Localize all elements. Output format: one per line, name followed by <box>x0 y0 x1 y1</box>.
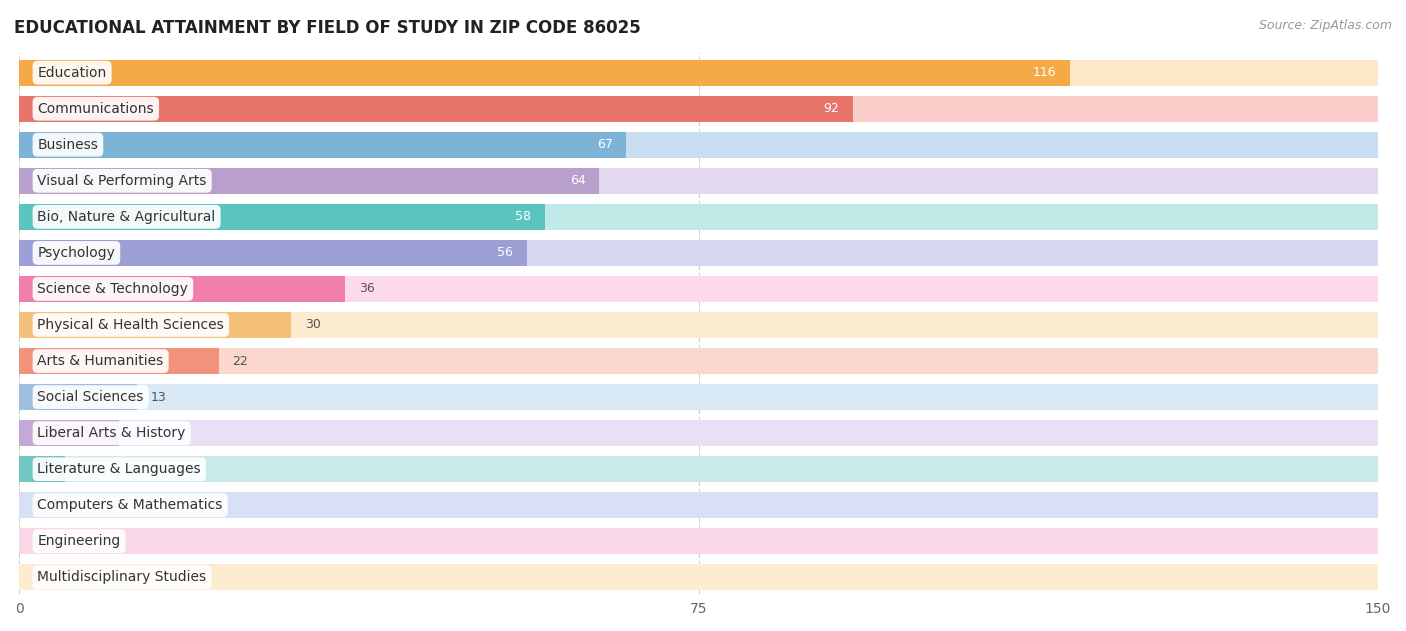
Text: 30: 30 <box>305 319 321 331</box>
Bar <box>20 348 1378 374</box>
Bar <box>20 456 65 482</box>
Text: Business: Business <box>38 138 98 152</box>
Text: 13: 13 <box>150 391 166 404</box>
Bar <box>20 96 852 122</box>
Text: 0: 0 <box>32 534 41 548</box>
Bar <box>20 456 1378 482</box>
Bar <box>20 276 1378 302</box>
Bar <box>20 168 1378 194</box>
Bar <box>20 312 291 338</box>
Text: 64: 64 <box>569 174 585 187</box>
Bar <box>20 240 526 266</box>
Text: Engineering: Engineering <box>38 534 121 548</box>
Text: 116: 116 <box>1032 66 1056 79</box>
Text: Literature & Languages: Literature & Languages <box>38 462 201 476</box>
Bar <box>20 384 138 410</box>
Bar <box>20 420 1378 446</box>
Text: Bio, Nature & Agricultural: Bio, Nature & Agricultural <box>38 210 215 224</box>
Text: 0: 0 <box>32 498 41 512</box>
Text: Multidisciplinary Studies: Multidisciplinary Studies <box>38 570 207 584</box>
Bar <box>20 240 1378 266</box>
Text: 56: 56 <box>498 247 513 259</box>
Bar <box>20 528 1378 554</box>
Text: Computers & Mathematics: Computers & Mathematics <box>38 498 224 512</box>
Bar <box>20 312 1378 338</box>
Bar <box>20 348 218 374</box>
Text: 0: 0 <box>32 571 41 584</box>
Bar <box>20 384 1378 410</box>
Text: 5: 5 <box>79 463 86 476</box>
Text: EDUCATIONAL ATTAINMENT BY FIELD OF STUDY IN ZIP CODE 86025: EDUCATIONAL ATTAINMENT BY FIELD OF STUDY… <box>14 19 641 37</box>
Bar <box>20 60 1070 86</box>
Bar <box>20 204 544 230</box>
Text: Education: Education <box>38 66 107 80</box>
Text: Science & Technology: Science & Technology <box>38 282 188 296</box>
Text: Social Sciences: Social Sciences <box>38 390 143 404</box>
Text: 67: 67 <box>596 138 613 151</box>
Text: Psychology: Psychology <box>38 246 115 260</box>
Text: Physical & Health Sciences: Physical & Health Sciences <box>38 318 224 332</box>
Text: 58: 58 <box>515 210 531 223</box>
Bar <box>20 276 346 302</box>
Bar <box>20 132 1378 158</box>
Text: Source: ZipAtlas.com: Source: ZipAtlas.com <box>1258 19 1392 32</box>
Bar <box>20 420 120 446</box>
Text: 11: 11 <box>132 427 148 440</box>
Text: 92: 92 <box>824 102 839 115</box>
Text: Communications: Communications <box>38 102 155 115</box>
Text: Arts & Humanities: Arts & Humanities <box>38 354 163 368</box>
Text: 36: 36 <box>359 283 375 295</box>
Bar <box>20 564 1378 590</box>
Text: Liberal Arts & History: Liberal Arts & History <box>38 426 186 440</box>
Text: 22: 22 <box>232 355 247 367</box>
Bar <box>20 204 1378 230</box>
Bar <box>20 60 1378 86</box>
Bar <box>20 132 626 158</box>
Bar <box>20 492 1378 518</box>
Bar <box>20 96 1378 122</box>
Bar <box>20 168 599 194</box>
Text: Visual & Performing Arts: Visual & Performing Arts <box>38 174 207 188</box>
